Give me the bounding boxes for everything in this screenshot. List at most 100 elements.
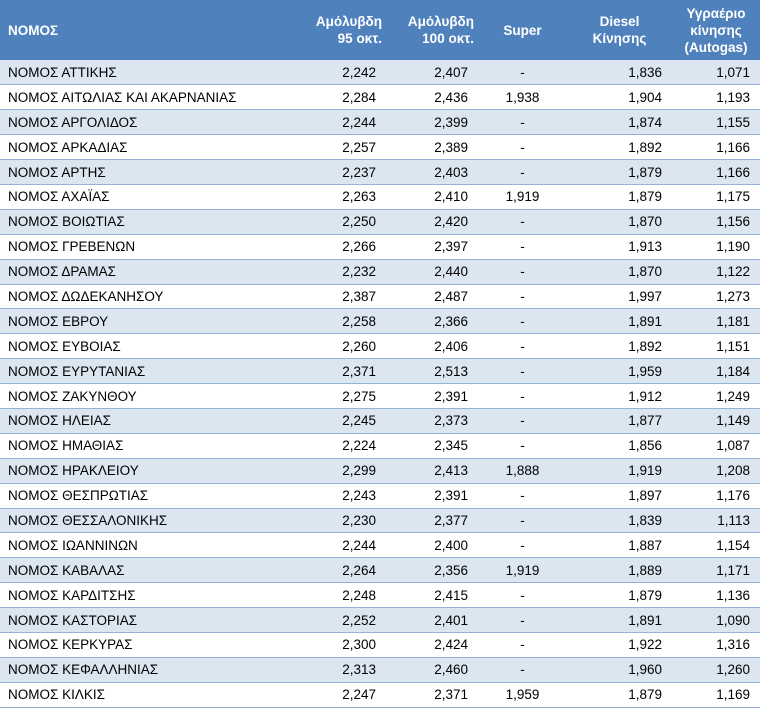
cell-prefecture: ΝΟΜΟΣ ΗΜΑΘΙΑΣ: [0, 433, 292, 459]
cell-unleaded-95: 2,237: [292, 159, 386, 185]
cell-prefecture: ΝΟΜΟΣ ΚΑΒΑΛΑΣ: [0, 557, 292, 584]
cell-super: -: [478, 632, 567, 658]
cell-autogas: 1,071: [672, 60, 760, 86]
cell-super: -: [478, 383, 567, 409]
cell-super: -: [478, 209, 567, 235]
cell-autogas: 1,166: [672, 134, 760, 161]
cell-unleaded-100: 2,371: [386, 682, 478, 708]
cell-prefecture: ΝΟΜΟΣ ΑΡΚΑΔΙΑΣ: [0, 134, 292, 161]
cell-unleaded-100: 2,436: [386, 84, 478, 111]
cell-unleaded-95: 2,275: [292, 383, 386, 409]
table-row: ΝΟΜΟΣ ΖΑΚΥΝΘΟΥ 2,275 2,391-1,912 1,249: [0, 383, 760, 409]
cell-autogas: 1,316: [672, 632, 760, 658]
cell-super: 1,938: [478, 84, 567, 111]
table-row: ΝΟΜΟΣ ΕΒΡΟΥ 2,258 2,366-1,891 1,181: [0, 308, 760, 335]
cell-prefecture: ΝΟΜΟΣ ΗΡΑΚΛΕΙΟΥ: [0, 458, 292, 484]
col-header-prefecture: ΝΟΜΟΣ: [8, 22, 59, 38]
cell-prefecture: ΝΟΜΟΣ ΑΡΓΟΛΙΔΟΣ: [0, 109, 292, 136]
cell-unleaded-100: 2,413: [386, 458, 478, 484]
cell-super: -: [478, 259, 567, 285]
cell-diesel: 1,959: [567, 358, 672, 385]
cell-diesel: 1,891: [567, 308, 672, 335]
col-header-autogas: Υγραέριο κίνησης (Autogas): [684, 5, 748, 55]
table-row: ΝΟΜΟΣ ΔΩΔΕΚΑΝΗΣΟΥ 2,387 2,487-1,997 1,273: [0, 284, 760, 310]
cell-unleaded-100: 2,407: [386, 60, 478, 86]
cell-unleaded-95: 2,313: [292, 657, 386, 683]
cell-super: -: [478, 433, 567, 459]
cell-super: -: [478, 508, 567, 534]
cell-unleaded-95: 2,258: [292, 308, 386, 335]
cell-super: -: [478, 284, 567, 310]
cell-unleaded-95: 2,299: [292, 458, 386, 484]
cell-unleaded-100: 2,399: [386, 109, 478, 136]
cell-unleaded-95: 2,244: [292, 109, 386, 136]
cell-autogas: 1,184: [672, 358, 760, 385]
table-row: ΝΟΜΟΣ ΑΤΤΙΚΗΣ 2,242 2,407-1,836 1,071: [0, 60, 760, 86]
cell-unleaded-95: 2,300: [292, 632, 386, 658]
cell-unleaded-95: 2,387: [292, 284, 386, 310]
cell-unleaded-95: 2,244: [292, 532, 386, 559]
col-header-unleaded-100: Αμόλυβδη 100 οκτ.: [407, 14, 474, 46]
cell-unleaded-100: 2,345: [386, 433, 478, 459]
cell-autogas: 1,171: [672, 557, 760, 584]
cell-unleaded-100: 2,487: [386, 284, 478, 310]
cell-unleaded-95: 2,264: [292, 557, 386, 584]
cell-unleaded-95: 2,266: [292, 234, 386, 260]
cell-unleaded-100: 2,513: [386, 358, 478, 385]
cell-unleaded-100: 2,401: [386, 607, 478, 633]
cell-unleaded-100: 2,391: [386, 383, 478, 409]
cell-unleaded-100: 2,400: [386, 532, 478, 559]
cell-autogas: 1,181: [672, 308, 760, 335]
cell-diesel: 1,892: [567, 134, 672, 161]
table-row: ΝΟΜΟΣ ΚΑΣΤΟΡΙΑΣ 2,252 2,401-1,891 1,090: [0, 607, 760, 633]
cell-autogas: 1,166: [672, 159, 760, 185]
cell-autogas: 1,113: [672, 508, 760, 534]
cell-super: -: [478, 308, 567, 335]
cell-super: 1,919: [478, 184, 567, 210]
cell-unleaded-95: 2,248: [292, 582, 386, 609]
cell-prefecture: ΝΟΜΟΣ ΔΡΑΜΑΣ: [0, 259, 292, 285]
cell-unleaded-95: 2,263: [292, 184, 386, 210]
cell-unleaded-100: 2,420: [386, 209, 478, 235]
table-body: ΝΟΜΟΣ ΑΤΤΙΚΗΣ 2,242 2,407-1,836 1,071 ΝΟΜΟΣ …: [0, 60, 760, 708]
table-row: ΝΟΜΟΣ ΚΑΒΑΛΑΣ 2,264 2,356 1,919 1,889 1,171: [0, 557, 760, 584]
table-row: ΝΟΜΟΣ ΒΟΙΩΤΙΑΣ 2,250 2,420-1,870 1,156: [0, 209, 760, 235]
cell-diesel: 1,892: [567, 333, 672, 360]
cell-prefecture: ΝΟΜΟΣ ΑΡΤΗΣ: [0, 159, 292, 185]
cell-unleaded-95: 2,243: [292, 483, 386, 509]
cell-super: -: [478, 657, 567, 683]
cell-unleaded-100: 2,391: [386, 483, 478, 509]
cell-autogas: 1,149: [672, 408, 760, 434]
cell-super: -: [478, 408, 567, 434]
table-row: ΝΟΜΟΣ ΕΥΒΟΙΑΣ 2,260 2,406-1,892 1,151: [0, 333, 760, 360]
cell-diesel: 1,836: [567, 60, 672, 86]
cell-super: -: [478, 159, 567, 185]
cell-autogas: 1,208: [672, 458, 760, 484]
table-row: ΝΟΜΟΣ ΑΡΓΟΛΙΔΟΣ 2,244 2,399-1,874 1,155: [0, 109, 760, 136]
cell-prefecture: ΝΟΜΟΣ ΚΑΣΤΟΡΙΑΣ: [0, 607, 292, 633]
cell-unleaded-100: 2,373: [386, 408, 478, 434]
cell-prefecture: ΝΟΜΟΣ ΑΙΤΩΛΙΑΣ ΚΑΙ ΑΚΑΡΝΑΝΙΑΣ: [0, 84, 292, 111]
cell-super: -: [478, 234, 567, 260]
cell-diesel: 1,912: [567, 383, 672, 409]
cell-super: -: [478, 109, 567, 136]
cell-diesel: 1,870: [567, 209, 672, 235]
cell-diesel: 1,913: [567, 234, 672, 260]
cell-prefecture: ΝΟΜΟΣ ΚΙΛΚΙΣ: [0, 682, 292, 708]
cell-autogas: 1,087: [672, 433, 760, 459]
cell-super: -: [478, 532, 567, 559]
cell-super: -: [478, 358, 567, 385]
cell-unleaded-100: 2,377: [386, 508, 478, 534]
cell-prefecture: ΝΟΜΟΣ ΖΑΚΥΝΘΟΥ: [0, 383, 292, 409]
cell-autogas: 1,090: [672, 607, 760, 633]
cell-unleaded-95: 2,257: [292, 134, 386, 161]
cell-super: -: [478, 483, 567, 509]
cell-prefecture: ΝΟΜΟΣ ΒΟΙΩΤΙΑΣ: [0, 209, 292, 235]
cell-prefecture: ΝΟΜΟΣ ΗΛΕΙΑΣ: [0, 408, 292, 434]
cell-unleaded-95: 2,284: [292, 84, 386, 111]
table-row: ΝΟΜΟΣ ΚΑΡΔΙΤΣΗΣ 2,248 2,415-1,879 1,136: [0, 582, 760, 609]
cell-unleaded-100: 2,415: [386, 582, 478, 609]
cell-unleaded-100: 2,406: [386, 333, 478, 360]
cell-diesel: 1,897: [567, 483, 672, 509]
cell-unleaded-95: 2,232: [292, 259, 386, 285]
